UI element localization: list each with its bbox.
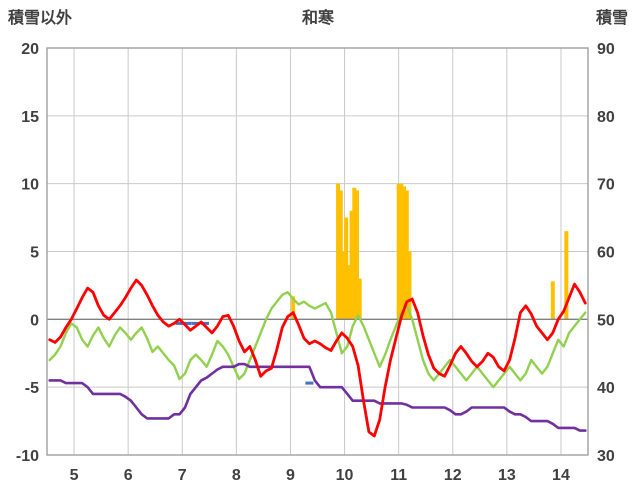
right-axis-title: 積雪: [595, 10, 628, 27]
purple-line: [48, 362, 587, 432]
orange-bars: [349, 210, 354, 320]
left-tick-label: 10: [21, 177, 39, 194]
orange-bars: [357, 278, 362, 320]
x-tick-label: 10: [336, 467, 354, 484]
left-tick-label: -10: [16, 448, 39, 465]
x-tick-label: 14: [552, 467, 570, 484]
right-tick-label: 90: [597, 41, 615, 58]
right-tick-label: 70: [597, 177, 615, 194]
blue-marks: [305, 381, 314, 385]
x-tick-label: 11: [390, 467, 407, 484]
orange-bars: [344, 217, 349, 320]
blue-marks: [200, 321, 209, 325]
plot-border: [46, 47, 589, 456]
orange-bars: [564, 231, 569, 320]
right-tick-label: 40: [597, 380, 615, 397]
x-tick-label: 9: [286, 467, 295, 484]
left-tick-label: -5: [25, 380, 39, 397]
orange-bars: [354, 190, 359, 320]
green-line: [48, 291, 587, 389]
orange-bars: [346, 265, 351, 320]
orange-bars: [336, 183, 341, 320]
orange-bars: [399, 183, 404, 320]
left-tick-label: 15: [21, 109, 39, 126]
right-tick-label: 50: [597, 312, 615, 329]
orange-bars: [341, 251, 346, 320]
x-tick-label: 6: [124, 467, 133, 484]
right-tick-label: 30: [597, 448, 615, 465]
red-line: [48, 278, 587, 438]
orange-bars: [402, 186, 407, 320]
left-tick-label: 0: [30, 312, 39, 329]
x-tick-label: 8: [232, 467, 241, 484]
right-tick-label: 60: [597, 245, 615, 262]
left-tick-label: 20: [21, 41, 39, 58]
orange-bars: [352, 187, 357, 320]
orange-bars: [407, 251, 412, 320]
left-tick-label: 5: [30, 245, 39, 262]
blue-marks: [191, 321, 200, 325]
orange-bars: [338, 190, 343, 320]
blue-marks: [175, 321, 184, 325]
x-tick-label: 5: [70, 467, 79, 484]
blue-marks: [183, 321, 192, 325]
orange-bars: [396, 183, 401, 320]
x-tick-label: 7: [178, 467, 187, 484]
right-tick-label: 80: [597, 109, 615, 126]
orange-bars: [550, 281, 555, 320]
left-axis-title: 積雪以外: [8, 10, 73, 27]
orange-bars: [291, 296, 296, 320]
x-tick-label: 12: [444, 467, 462, 484]
x-tick-label: 13: [498, 467, 516, 484]
orange-bars: [404, 190, 409, 320]
